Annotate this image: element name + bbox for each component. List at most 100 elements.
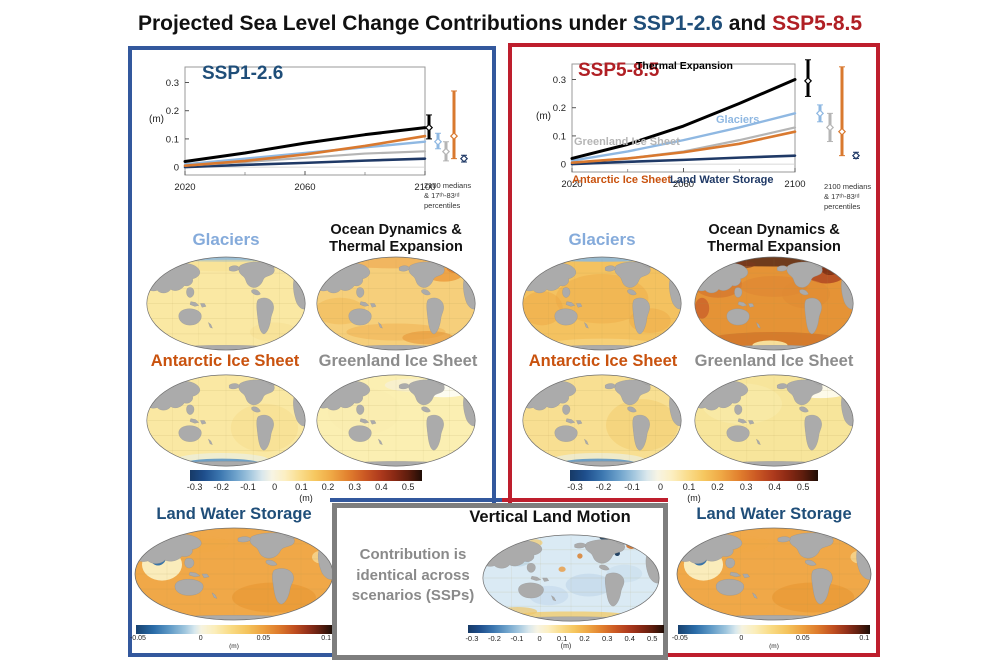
colorbar-ticks: -0.3 -0.2 -0.1 0 0.1 0.2 0.3 0.4 0.5 — [567, 481, 818, 493]
colorbar-tick: 0.1 — [682, 482, 696, 492]
colorbar-tick: 0.05 — [795, 635, 810, 642]
colorbar-ticks: -0.05 0 0.05 0.1 — [130, 634, 332, 643]
map-greenland-ssp585 — [694, 374, 854, 467]
label-greenland-ssp126: Greenland Ice Sheet — [318, 352, 478, 370]
figure-title: Projected Sea Level Change Contributions… — [0, 12, 1000, 36]
map-glaciers-ssp126 — [146, 256, 306, 351]
colorbar-gradient — [677, 625, 871, 634]
colorbar-tick: -0.1 — [240, 482, 256, 492]
colorbar-unit: (m) — [687, 493, 701, 503]
map-antarctic-ssp126 — [146, 374, 306, 467]
svg-text:0.1: 0.1 — [553, 131, 566, 142]
svg-text:2100: 2100 — [414, 182, 435, 193]
colorbar-tick: 0.4 — [375, 482, 388, 492]
colorbar-unit: (m) — [299, 493, 313, 503]
colorbar-tick: 0.2 — [321, 482, 335, 492]
colorbar-tick: 0.1 — [295, 482, 308, 492]
colorbar-tick: 0 — [537, 634, 542, 643]
colorbar-tick: 0.1 — [859, 635, 870, 642]
line-label-land-water: Land Water Storage — [670, 174, 774, 186]
colorbar-tick: 0.4 — [624, 634, 635, 643]
svg-text:2020: 2020 — [561, 179, 582, 190]
colorbar-unit: (m) — [769, 643, 779, 650]
land-water-storage-ssp585: Land Water Storage -0.05 0 0.05 0.1 (m) — [672, 505, 872, 650]
map-ocean-dynamics-ssp585 — [694, 256, 854, 351]
vertical-land-motion-note: Contribution is identical across scenari… — [351, 546, 475, 605]
colorbar-lws-ssp126: -0.05 0 0.05 0.1 (m) — [130, 625, 332, 650]
label-ocean-dynamics-ssp585: Ocean Dynamics & Thermal Expansion — [707, 222, 841, 255]
label-antarctic-ssp585: Antarctic Ice Sheet — [528, 352, 678, 370]
svg-text:2100: 2100 — [784, 179, 805, 190]
percentile-caption-ssp126: 2100 medians & 17ᵗʰ-83ʳᵈ percentiles — [424, 181, 472, 210]
map-land-water-ssp585 — [676, 527, 872, 621]
colorbar-tick: 0.2 — [579, 634, 590, 643]
label-glaciers-ssp585: Glaciers — [568, 230, 636, 249]
colorbar-unit: (m) — [229, 643, 239, 650]
svg-text:2060: 2060 — [294, 182, 315, 193]
svg-text:2020: 2020 — [174, 182, 195, 193]
colorbar-tick: -0.1 — [510, 634, 524, 643]
chart-ssp585: 0 0.1 0.2 0.3 (m) 2020 2060 2100 SSP5-8.5 Therm… — [520, 52, 884, 216]
svg-text:0: 0 — [174, 163, 179, 174]
label-greenland-ssp585: Greenland Ice Sheet — [694, 352, 854, 370]
title-ssp585: SSP5-8.5 — [772, 12, 863, 35]
map-land-water-ssp126 — [134, 527, 334, 621]
colorbar-tick: -0.2 — [487, 634, 501, 643]
line-label-thermal-expansion: Thermal Expansion — [636, 60, 733, 72]
colorbar-tick: 0 — [739, 635, 744, 642]
colorbar-tick: -0.2 — [213, 482, 230, 492]
colorbar-ticks: -0.05 0 0.05 0.1 — [672, 634, 870, 643]
chart-ssp126: 0 0.1 0.2 0.3 (m) 2020 2060 2100 SSP1-2.6 2100 … — [140, 55, 484, 219]
line-label-antarctic: Antarctic Ice Sheet — [572, 174, 672, 186]
line-chart-svg-ssp126: 0 0.1 0.2 0.3 (m) 2020 2060 2100 — [149, 66, 469, 193]
colorbar-tick: 0 — [658, 482, 664, 492]
colorbar-tick: 0.1 — [321, 635, 331, 642]
colorbar-tick: -0.05 — [129, 635, 146, 642]
label-land-water-storage-ssp585: Land Water Storage — [696, 505, 852, 523]
colorbar-tick: -0.1 — [624, 482, 640, 492]
svg-text:0: 0 — [561, 160, 566, 171]
colorbar-unit: (m) — [560, 643, 572, 650]
colorbar-gradient — [468, 625, 664, 633]
colorbar-ticks: -0.3 -0.2 -0.1 0 0.1 0.2 0.3 0.4 0.5 — [465, 633, 664, 643]
colorbar-main-ssp126: -0.3 -0.2 -0.1 0 0.1 0.2 0.3 0.4 0.5 (m) — [187, 470, 422, 503]
colorbar-tick: 0.5 — [796, 482, 810, 492]
colorbar-tick: 0.5 — [401, 482, 415, 492]
title-prefix: Projected Sea Level Change Contributions… — [137, 12, 627, 35]
title-ssp126: SSP1-2.6 — [632, 12, 723, 35]
colorbar-gradient — [136, 625, 332, 634]
svg-text:2060: 2060 — [673, 179, 694, 190]
label-antarctic-ssp126: Antarctic Ice Sheet — [150, 352, 300, 370]
svg-text:(m): (m) — [149, 114, 164, 125]
colorbar-tick: -0.05 — [671, 635, 688, 642]
panel-ssp126-bottom-border — [330, 498, 502, 502]
colorbar-tick: 0.2 — [711, 482, 724, 492]
colorbar-tick: 0 — [198, 635, 203, 642]
line-chart-svg-ssp585: 0 0.1 0.2 0.3 (m) 2020 2060 2100 — [536, 59, 861, 190]
chart-title-ssp126: SSP1-2.6 — [202, 63, 284, 84]
svg-text:0.3: 0.3 — [553, 75, 566, 86]
percentile-caption-ssp585: 2100 medians & 17ᵗʰ-83ʳᵈ percentiles — [824, 182, 872, 211]
title-conjunction: and — [728, 12, 767, 35]
line-label-greenland: Greenland Ice Sheet — [574, 136, 680, 148]
colorbar-lws-ssp585: -0.05 0 0.05 0.1 (m) — [672, 625, 871, 650]
colorbar-tick: 0.3 — [601, 634, 613, 643]
colorbar-tick: 0.3 — [739, 482, 753, 492]
map-antarctic-ssp585 — [522, 374, 682, 467]
colorbar-tick: -0.2 — [595, 482, 612, 492]
vertical-land-motion-title: Vertical Land Motion — [469, 508, 631, 526]
colorbar-ticks: -0.3 -0.2 -0.1 0 0.1 0.2 0.3 0.4 0.5 — [187, 481, 422, 493]
svg-text:0.3: 0.3 — [166, 78, 179, 89]
colorbar-vlm: -0.3 -0.2 -0.1 0 0.1 0.2 0.3 0.4 0.5 (m) — [465, 625, 664, 650]
label-glaciers-ssp126: Glaciers — [192, 230, 260, 249]
label-land-water-storage-ssp126: Land Water Storage — [156, 505, 312, 523]
map-vertical-land-motion — [482, 534, 660, 622]
svg-text:0.2: 0.2 — [166, 106, 179, 117]
svg-text:0.1: 0.1 — [166, 134, 179, 145]
colorbar-tick: 0.3 — [348, 482, 361, 492]
chart-title-ssp585: SSP5-8.5 — [578, 60, 660, 81]
line-label-glaciers: Glaciers — [716, 114, 760, 126]
colorbar-tick: 0.05 — [256, 635, 271, 642]
map-glaciers-ssp585 — [522, 256, 682, 351]
